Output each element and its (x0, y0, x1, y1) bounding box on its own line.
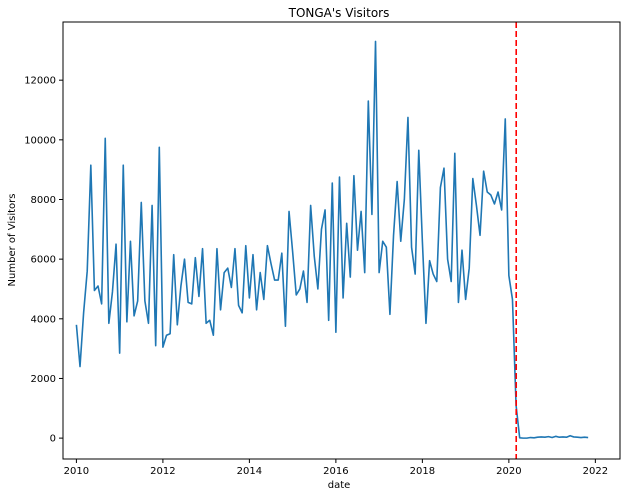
plot-area (75, 22, 589, 459)
y-axis-label: Number of Visitors (7, 194, 18, 287)
y-tick-label: 12000 (24, 76, 56, 87)
series-line-0 (75, 40, 589, 439)
x-tick-label: 2016 (323, 466, 348, 477)
y-tick-label: 6000 (31, 255, 56, 266)
x-tick-label: 2020 (496, 466, 521, 477)
x-axis-label: date (328, 480, 351, 491)
y-tick-label: 0 (50, 434, 56, 445)
y-tick-label: 2000 (31, 374, 56, 385)
y-tick-label: 4000 (31, 314, 56, 325)
y-tick-label: 8000 (31, 195, 56, 206)
x-tick-label: 2010 (64, 466, 89, 477)
x-tick-label: 2022 (583, 466, 608, 477)
x-tick-label: 2018 (410, 466, 435, 477)
axes-frame (62, 21, 621, 460)
x-tick-label: 2012 (150, 466, 175, 477)
y-tick-label: 10000 (24, 135, 56, 146)
y-axis: 0 2000 4000 6000 8000 10000 12000 (24, 76, 63, 445)
x-tick-label: 2014 (237, 466, 262, 477)
chart-title: TONGA's Visitors (288, 6, 390, 20)
x-axis: 2010 2012 2014 2016 2018 2020 2022 (64, 459, 608, 477)
